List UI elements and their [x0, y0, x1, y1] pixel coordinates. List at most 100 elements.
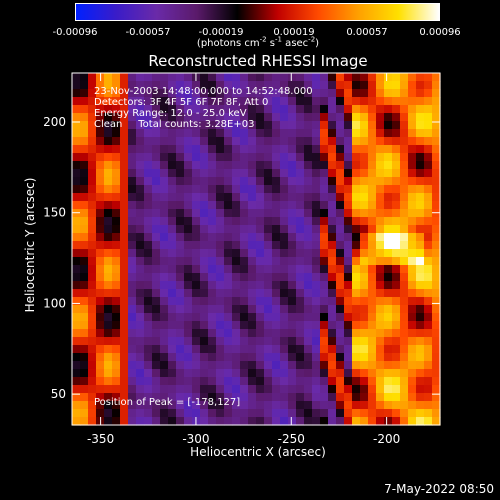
heatmap-cell [336, 337, 345, 346]
heatmap-cell [120, 409, 129, 418]
heatmap-cell [240, 153, 249, 162]
heatmap-cell [304, 217, 313, 226]
heatmap-cell [168, 193, 177, 202]
heatmap-cell [208, 233, 217, 242]
heatmap-cell [160, 241, 169, 250]
heatmap-cell [240, 97, 249, 106]
heatmap-cell [72, 305, 81, 314]
heatmap-cell [328, 161, 337, 170]
heatmap-cell [336, 297, 345, 306]
heatmap-cell [336, 169, 345, 178]
heatmap-cell [168, 129, 177, 138]
heatmap-cell [328, 225, 337, 234]
heatmap-cell [288, 121, 297, 130]
heatmap-cell [192, 281, 201, 290]
heatmap-cell [208, 353, 217, 362]
heatmap-cell [272, 233, 281, 242]
heatmap-cell [184, 241, 193, 250]
heatmap-cell [200, 233, 209, 242]
heatmap-cell [224, 113, 233, 122]
heatmap-cell [224, 105, 233, 114]
heatmap-cell [184, 193, 193, 202]
heatmap-cell [408, 81, 417, 90]
heatmap-cell [352, 401, 361, 410]
heatmap-cell [96, 209, 105, 218]
heatmap-cell [296, 145, 305, 154]
heatmap-cell [96, 249, 105, 258]
heatmap-cell [96, 105, 105, 114]
heatmap-cell [104, 201, 113, 210]
heatmap-cell [184, 161, 193, 170]
heatmap-cell [152, 281, 161, 290]
heatmap-cell [128, 225, 137, 234]
heatmap-cell [240, 105, 249, 114]
heatmap-cell [328, 257, 337, 266]
heatmap-cell [376, 401, 385, 410]
heatmap-cell [320, 209, 329, 218]
heatmap-cell [248, 361, 257, 370]
heatmap-cell [288, 305, 297, 314]
heatmap-cell [112, 337, 121, 346]
heatmap-cell [96, 137, 105, 146]
heatmap-cell [184, 185, 193, 194]
heatmap-cell [424, 273, 433, 282]
heatmap-cell [112, 289, 121, 298]
heatmap-cell [200, 361, 209, 370]
heatmap-cell [224, 369, 233, 378]
heatmap-cell [160, 81, 169, 90]
heatmap-cell [280, 113, 289, 122]
heatmap-cell [272, 121, 281, 130]
heatmap-cell [144, 153, 153, 162]
heatmap-cell [416, 129, 425, 138]
heatmap-cell [296, 89, 305, 98]
heatmap-cell [184, 201, 193, 210]
heatmap-cell [184, 361, 193, 370]
heatmap-cell [312, 233, 321, 242]
heatmap-cell [160, 353, 169, 362]
heatmap-cell [144, 345, 153, 354]
heatmap-cell [232, 201, 241, 210]
heatmap-cell [424, 377, 433, 386]
heatmap-cell [104, 385, 113, 394]
heatmap-cell [376, 89, 385, 98]
heatmap-cell [208, 73, 217, 82]
heatmap-cell [256, 321, 265, 330]
heatmap-cell [104, 313, 113, 322]
heatmap-cell [392, 113, 401, 122]
heatmap-cell [160, 417, 169, 426]
heatmap-cell [264, 177, 273, 186]
heatmap-cell [264, 321, 273, 330]
heatmap-cell [72, 129, 81, 138]
heatmap-cell [304, 145, 313, 154]
heatmap-cell [272, 281, 281, 290]
heatmap-cell [400, 249, 409, 258]
heatmap-cell [112, 361, 121, 370]
heatmap-cell [328, 249, 337, 258]
heatmap-cell [312, 193, 321, 202]
heatmap-cell [96, 121, 105, 130]
heatmap-cell [80, 377, 89, 386]
heatmap-cell [256, 377, 265, 386]
heatmap-cell [80, 289, 89, 298]
heatmap-cell [200, 393, 209, 402]
heatmap-cell [232, 193, 241, 202]
heatmap-cell [312, 409, 321, 418]
heatmap-cell [344, 257, 353, 266]
heatmap-cell [376, 385, 385, 394]
heatmap-cell [96, 193, 105, 202]
heatmap-cell [176, 241, 185, 250]
heatmap-cell [280, 337, 289, 346]
x-tick-label: -300 [182, 432, 209, 446]
heatmap-cell [168, 225, 177, 234]
heatmap-cell [296, 105, 305, 114]
heatmap-cell [264, 337, 273, 346]
heatmap-cell [96, 297, 105, 306]
heatmap-cell [136, 249, 145, 258]
heatmap-cell [352, 121, 361, 130]
heatmap-cell [408, 409, 417, 418]
heatmap-cell [80, 329, 89, 338]
heatmap-cell [432, 81, 441, 90]
heatmap-cell [160, 201, 169, 210]
heatmap-cell [352, 377, 361, 386]
heatmap-cell [232, 369, 241, 378]
